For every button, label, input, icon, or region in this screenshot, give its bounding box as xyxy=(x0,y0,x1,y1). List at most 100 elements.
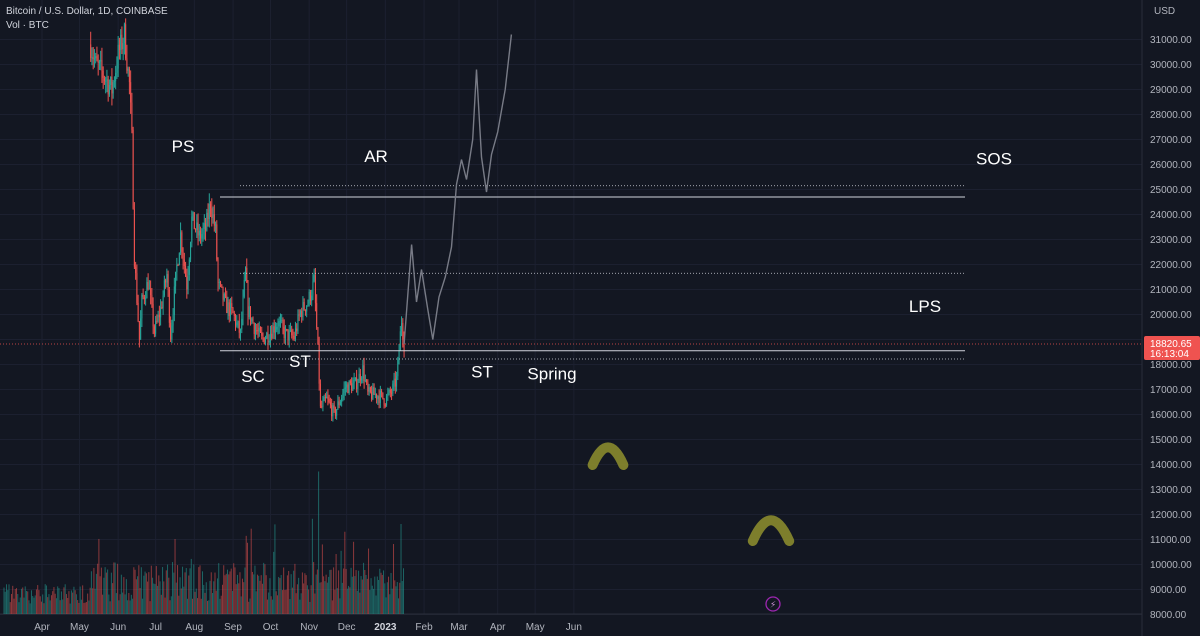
volume-bar xyxy=(391,588,393,614)
volume-bar xyxy=(160,594,162,614)
candle-body xyxy=(362,365,364,379)
candle-body xyxy=(291,329,293,336)
volume-bar xyxy=(280,575,282,614)
volume-bar xyxy=(134,569,136,614)
volume-bar xyxy=(128,592,130,614)
volume-bar xyxy=(363,562,365,614)
candle-body xyxy=(151,295,153,305)
volume-bar xyxy=(84,602,86,614)
volume-bar xyxy=(266,599,268,614)
candle-body xyxy=(207,212,209,220)
chart-legend: Bitcoin / U.S. Dollar, 1D, COINBASE Vol … xyxy=(6,5,168,33)
volume-bar xyxy=(52,591,54,614)
candle-body xyxy=(113,81,115,83)
volume-bar xyxy=(329,569,331,614)
candle-body xyxy=(131,102,133,130)
volume-bar xyxy=(224,575,226,614)
candle-body xyxy=(196,222,198,231)
wyckoff-label: Spring xyxy=(527,365,576,384)
volume-bar xyxy=(376,576,378,614)
volume-bar xyxy=(164,597,166,614)
volume-bar xyxy=(328,576,330,614)
candle-body xyxy=(95,56,97,59)
volume-bar xyxy=(138,565,140,614)
volume-bar xyxy=(200,598,202,614)
candle-body xyxy=(297,314,299,332)
volume-bar xyxy=(356,590,358,614)
volume-bar xyxy=(75,594,77,614)
volume-bar xyxy=(34,595,36,614)
volume-bar xyxy=(343,568,345,614)
candle-body xyxy=(398,350,400,359)
lightning-badge xyxy=(765,596,781,612)
candle-body xyxy=(112,82,114,94)
volume-bar xyxy=(145,573,147,614)
volume-bar xyxy=(18,602,20,614)
candle-body xyxy=(118,44,120,51)
volume-bar xyxy=(315,574,317,614)
volume-bar xyxy=(239,572,241,614)
volume-bar xyxy=(259,580,261,614)
candle-body xyxy=(97,60,99,64)
volume-bar xyxy=(168,577,170,614)
volume-bar xyxy=(124,594,126,614)
volume-bar xyxy=(173,572,175,614)
candle-body xyxy=(279,320,281,322)
volume-bar xyxy=(112,583,114,614)
candle-body xyxy=(314,275,316,304)
candle-body xyxy=(322,401,324,408)
volume-bar xyxy=(309,601,311,614)
volume-bar xyxy=(326,582,328,614)
candle-body xyxy=(346,384,348,388)
volume-bar xyxy=(74,590,76,614)
volume-bar xyxy=(399,582,401,614)
candle-body xyxy=(326,396,328,399)
candle-body xyxy=(111,76,113,94)
volume-bar xyxy=(216,578,218,614)
volume-bar xyxy=(336,588,338,614)
volume-bar xyxy=(159,581,161,614)
price-tick-label: 12000.00 xyxy=(1150,510,1192,521)
candle-body xyxy=(235,315,237,326)
time-tick-label: Oct xyxy=(263,622,279,633)
volume-bar xyxy=(202,571,204,614)
candle-body xyxy=(351,383,353,391)
volume-bar xyxy=(214,572,216,614)
volume-bar xyxy=(250,528,252,614)
volume-bar xyxy=(198,567,200,614)
candle-body xyxy=(225,294,227,297)
candle-body xyxy=(101,60,103,71)
volume-bar xyxy=(82,585,84,614)
volume-bar xyxy=(305,575,307,614)
candle-body xyxy=(195,229,197,231)
volume-bar xyxy=(127,600,129,614)
volume-bar xyxy=(370,578,372,614)
candle-body xyxy=(259,327,261,333)
volume-bar xyxy=(20,588,22,614)
volume-bar xyxy=(378,579,380,614)
candle-body xyxy=(167,274,169,290)
candle-body xyxy=(287,329,289,341)
candle-body xyxy=(246,267,248,283)
symbol-title: Bitcoin / U.S. Dollar, 1D, COINBASE xyxy=(6,6,168,17)
candle-body xyxy=(353,379,355,384)
volume-bar xyxy=(381,574,383,614)
volume-bar xyxy=(102,594,104,614)
volume-bar xyxy=(29,603,31,614)
candle-body xyxy=(361,378,363,381)
volume-bar xyxy=(114,562,116,614)
volume-bar xyxy=(284,590,286,614)
candle-body xyxy=(220,281,222,285)
candle-body xyxy=(352,383,354,391)
candle-body xyxy=(230,303,232,317)
volume-bar xyxy=(395,586,397,614)
time-tick-label: May xyxy=(526,622,545,633)
volume-bar xyxy=(120,574,122,614)
candle-body xyxy=(217,259,219,283)
candle-body xyxy=(208,203,210,220)
candle-body xyxy=(253,323,255,334)
candle-body xyxy=(223,294,225,300)
candle-body xyxy=(153,326,155,334)
volume-bar xyxy=(324,581,326,614)
